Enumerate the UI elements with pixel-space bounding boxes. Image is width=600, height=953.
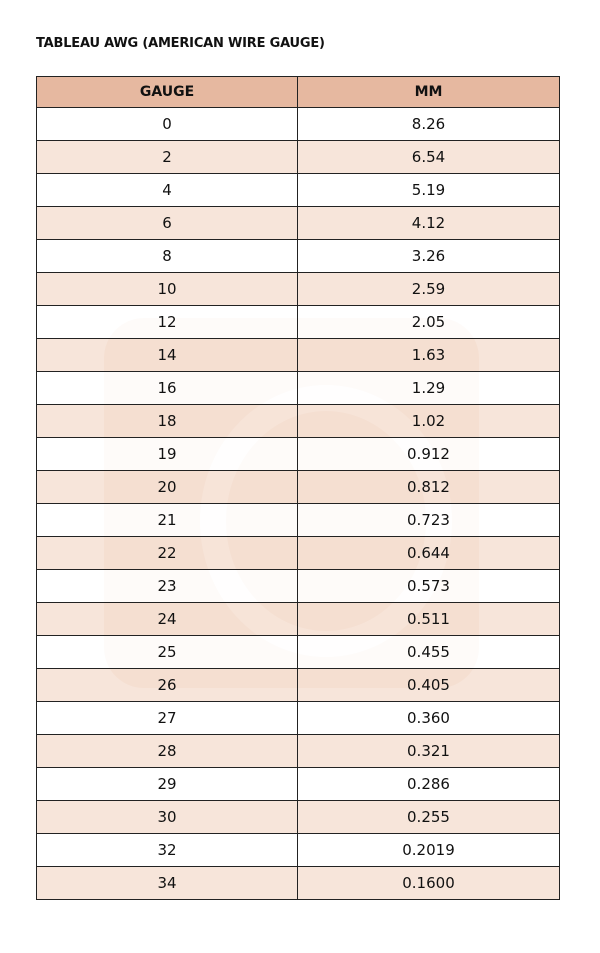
table-row: 16 1.29 xyxy=(36,371,560,405)
gauge-cell: 12 xyxy=(36,305,298,339)
mm-cell: 0.723 xyxy=(297,503,560,537)
table-row: 30 0.255 xyxy=(36,800,560,834)
gauge-cell: 23 xyxy=(36,569,298,603)
table-row: 19 0.912 xyxy=(36,437,560,471)
table-row: 25 0.455 xyxy=(36,635,560,669)
table-row: 12 2.05 xyxy=(36,305,560,339)
mm-cell: 8.26 xyxy=(297,107,560,141)
mm-cell: 0.644 xyxy=(297,536,560,570)
gauge-cell: 24 xyxy=(36,602,298,636)
table-row: 27 0.360 xyxy=(36,701,560,735)
mm-cell: 0.812 xyxy=(297,470,560,504)
gauge-cell: 34 xyxy=(36,866,298,900)
table-row: 29 0.286 xyxy=(36,767,560,801)
gauge-cell: 14 xyxy=(36,338,298,372)
table-row: 21 0.723 xyxy=(36,503,560,537)
table-row: 10 2.59 xyxy=(36,272,560,306)
mm-cell: 0.912 xyxy=(297,437,560,471)
mm-cell: 0.1600 xyxy=(297,866,560,900)
mm-cell: 5.19 xyxy=(297,173,560,207)
gauge-cell: 20 xyxy=(36,470,298,504)
gauge-cell: 16 xyxy=(36,371,298,405)
mm-cell: 0.321 xyxy=(297,734,560,768)
mm-cell: 0.2019 xyxy=(297,833,560,867)
table-row: 14 1.63 xyxy=(36,338,560,372)
table-row: 23 0.573 xyxy=(36,569,560,603)
mm-cell: 3.26 xyxy=(297,239,560,273)
mm-cell: 0.573 xyxy=(297,569,560,603)
gauge-cell: 32 xyxy=(36,833,298,867)
mm-cell: 0.286 xyxy=(297,767,560,801)
gauge-cell: 27 xyxy=(36,701,298,735)
table-row: 22 0.644 xyxy=(36,536,560,570)
mm-cell: 0.511 xyxy=(297,602,560,636)
mm-cell: 1.02 xyxy=(297,404,560,438)
gauge-cell: 18 xyxy=(36,404,298,438)
table-row: 34 0.1600 xyxy=(36,866,560,900)
table-header-row: GAUGE MM xyxy=(36,76,560,108)
table-row: 8 3.26 xyxy=(36,239,560,273)
gauge-cell: 6 xyxy=(36,206,298,240)
mm-cell: 4.12 xyxy=(297,206,560,240)
gauge-cell: 25 xyxy=(36,635,298,669)
mm-cell: 0.255 xyxy=(297,800,560,834)
gauge-cell: 0 xyxy=(36,107,298,141)
gauge-cell: 19 xyxy=(36,437,298,471)
mm-cell: 0.405 xyxy=(297,668,560,702)
mm-cell: 6.54 xyxy=(297,140,560,174)
gauge-cell: 8 xyxy=(36,239,298,273)
gauge-cell: 29 xyxy=(36,767,298,801)
table-row: 18 1.02 xyxy=(36,404,560,438)
table-row: 6 4.12 xyxy=(36,206,560,240)
table-row: 0 8.26 xyxy=(36,107,560,141)
page-title: TABLEAU AWG (AMERICAN WIRE GAUGE) xyxy=(36,36,325,51)
gauge-cell: 30 xyxy=(36,800,298,834)
gauge-cell: 2 xyxy=(36,140,298,174)
header-mm: MM xyxy=(297,76,560,108)
mm-cell: 1.63 xyxy=(297,338,560,372)
table-row: 4 5.19 xyxy=(36,173,560,207)
gauge-cell: 10 xyxy=(36,272,298,306)
table-row: 24 0.511 xyxy=(36,602,560,636)
gauge-cell: 26 xyxy=(36,668,298,702)
table-row: 32 0.2019 xyxy=(36,833,560,867)
table-row: 26 0.405 xyxy=(36,668,560,702)
gauge-cell: 4 xyxy=(36,173,298,207)
mm-cell: 0.360 xyxy=(297,701,560,735)
mm-cell: 2.05 xyxy=(297,305,560,339)
table-row: 28 0.321 xyxy=(36,734,560,768)
gauge-cell: 22 xyxy=(36,536,298,570)
awg-table: GAUGE MM 0 8.26 2 6.54 4 5.19 6 4.12 8 3.26 10 2.59… xyxy=(36,76,560,900)
table-row: 20 0.812 xyxy=(36,470,560,504)
mm-cell: 0.455 xyxy=(297,635,560,669)
mm-cell: 1.29 xyxy=(297,371,560,405)
mm-cell: 2.59 xyxy=(297,272,560,306)
header-gauge: GAUGE xyxy=(36,76,298,108)
table-row: 2 6.54 xyxy=(36,140,560,174)
gauge-cell: 21 xyxy=(36,503,298,537)
gauge-cell: 28 xyxy=(36,734,298,768)
